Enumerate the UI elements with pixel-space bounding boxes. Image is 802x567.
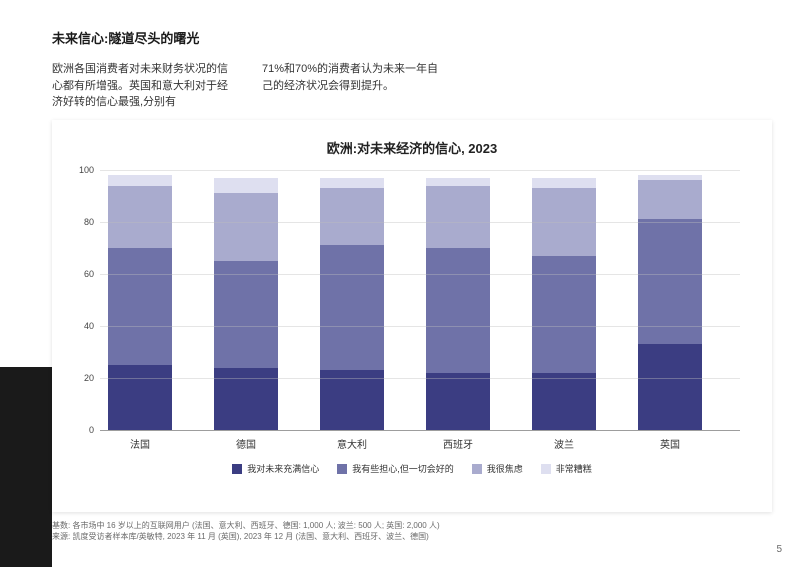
bar-segment <box>320 370 384 430</box>
bar-group <box>214 170 278 430</box>
page-root: 未来信心:隧道尽头的曙光 欧洲各国消费者对未来财务状况的信心都有所增强。英国和意… <box>0 0 802 567</box>
x-tick-label: 法国 <box>108 436 172 451</box>
bar-segment <box>426 178 490 186</box>
grid-line <box>100 430 740 431</box>
bar-segment <box>320 245 384 370</box>
x-tick-label: 英国 <box>638 436 702 451</box>
bar-segment <box>638 175 702 180</box>
x-tick-label: 波兰 <box>532 436 596 451</box>
description-col1: 欧洲各国消费者对未来财务状况的信心都有所增强。英国和意大利对于经济好转的信心最强… <box>52 61 234 111</box>
bar-segment <box>108 175 172 185</box>
legend-item: 我很焦虑 <box>472 462 523 475</box>
legend-swatch <box>232 464 242 474</box>
legend-item: 非常糟糕 <box>541 462 592 475</box>
bar-segment <box>638 180 702 219</box>
y-tick-label: 80 <box>70 217 94 227</box>
grid-line <box>100 274 740 275</box>
legend-label: 我有些担心,但一切会好的 <box>352 462 454 475</box>
grid-line <box>100 222 740 223</box>
bar-segment <box>320 178 384 188</box>
bar-group <box>320 170 384 430</box>
bar-segment <box>426 373 490 430</box>
y-tick-label: 0 <box>70 425 94 435</box>
bar-segment <box>532 178 596 188</box>
header-block: 未来信心:隧道尽头的曙光 欧洲各国消费者对未来财务状况的信心都有所增强。英国和意… <box>0 0 802 111</box>
y-tick-label: 40 <box>70 321 94 331</box>
legend-swatch <box>472 464 482 474</box>
decor-black-corner <box>0 367 52 567</box>
bar-segment <box>214 178 278 194</box>
bar-segment <box>214 261 278 368</box>
grid-line <box>100 326 740 327</box>
legend-swatch <box>337 464 347 474</box>
bar-segment <box>108 186 172 248</box>
page-number: 5 <box>776 544 782 555</box>
chart-plot-area <box>100 170 740 430</box>
legend-label: 我对未来充满信心 <box>247 462 319 475</box>
bar-segment <box>320 188 384 245</box>
bar-segment <box>426 186 490 248</box>
bar-group <box>532 170 596 430</box>
description-row: 欧洲各国消费者对未来财务状况的信心都有所增强。英国和意大利对于经济好转的信心最强… <box>52 61 762 111</box>
bar-segment <box>108 248 172 365</box>
legend-item: 我对未来充满信心 <box>232 462 319 475</box>
bar-segment <box>426 248 490 373</box>
y-tick-label: 100 <box>70 165 94 175</box>
y-tick-label: 20 <box>70 373 94 383</box>
x-tick-label: 德国 <box>214 436 278 451</box>
description-col2: 71%和70%的消费者认为未来一年自己的经济状况会得到提升。 <box>262 61 444 111</box>
footnotes: 基数: 各市场中 16 岁以上的互联网用户 (法国、意大利、西班牙、德国: 1,… <box>52 520 440 542</box>
grid-line <box>100 170 740 171</box>
footnote-line-1: 基数: 各市场中 16 岁以上的互联网用户 (法国、意大利、西班牙、德国: 1,… <box>52 520 440 531</box>
page-title: 未来信心:隧道尽头的曙光 <box>52 28 762 47</box>
bar-group <box>426 170 490 430</box>
grid-line <box>100 378 740 379</box>
chart-legend: 我对未来充满信心 我有些担心,但一切会好的 我很焦虑 非常糟糕 <box>52 462 772 475</box>
footnote-line-2: 来源: 凯度受访者样本库/英敏特, 2023 年 11 月 (英国), 2023… <box>52 531 440 542</box>
chart-card: 欧洲:对未来经济的信心, 2023 我对未来充满信心 我有些担心,但一切会好的 我很… <box>52 120 772 512</box>
bar-segment <box>532 373 596 430</box>
y-tick-label: 60 <box>70 269 94 279</box>
x-tick-label: 意大利 <box>320 436 384 451</box>
legend-label: 非常糟糕 <box>556 462 592 475</box>
chart-title: 欧洲:对未来经济的信心, 2023 <box>52 120 772 157</box>
bar-segment <box>638 344 702 430</box>
bar-group <box>638 170 702 430</box>
legend-swatch <box>541 464 551 474</box>
bar-segment <box>108 365 172 430</box>
legend-item: 我有些担心,但一切会好的 <box>337 462 454 475</box>
bar-group <box>108 170 172 430</box>
legend-label: 我很焦虑 <box>487 462 523 475</box>
bar-segment <box>214 193 278 261</box>
bar-segment <box>214 368 278 430</box>
x-tick-label: 西班牙 <box>426 436 490 451</box>
